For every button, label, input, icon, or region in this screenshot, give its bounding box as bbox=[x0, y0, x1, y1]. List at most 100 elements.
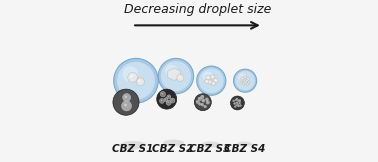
Circle shape bbox=[171, 99, 173, 101]
Circle shape bbox=[236, 102, 238, 104]
Circle shape bbox=[206, 80, 207, 81]
Circle shape bbox=[196, 100, 199, 104]
Circle shape bbox=[136, 78, 144, 86]
Circle shape bbox=[158, 58, 194, 94]
Circle shape bbox=[124, 103, 127, 106]
Circle shape bbox=[212, 76, 213, 77]
Circle shape bbox=[177, 74, 184, 81]
Circle shape bbox=[199, 98, 200, 99]
Circle shape bbox=[201, 104, 203, 105]
Circle shape bbox=[248, 81, 250, 84]
Circle shape bbox=[236, 105, 237, 106]
Text: CBZ S4: CBZ S4 bbox=[224, 145, 265, 154]
Circle shape bbox=[208, 80, 212, 84]
Circle shape bbox=[235, 99, 237, 101]
Circle shape bbox=[114, 58, 158, 103]
Circle shape bbox=[170, 98, 175, 103]
Circle shape bbox=[240, 105, 241, 106]
Ellipse shape bbox=[237, 142, 253, 146]
Circle shape bbox=[244, 76, 246, 79]
Circle shape bbox=[239, 100, 241, 101]
Circle shape bbox=[247, 83, 248, 84]
Circle shape bbox=[201, 103, 204, 106]
Circle shape bbox=[117, 62, 155, 100]
Circle shape bbox=[113, 89, 139, 115]
Circle shape bbox=[199, 68, 224, 93]
Circle shape bbox=[231, 96, 244, 110]
Circle shape bbox=[204, 105, 206, 108]
Circle shape bbox=[246, 83, 249, 85]
Circle shape bbox=[213, 78, 218, 83]
Circle shape bbox=[244, 81, 246, 84]
Circle shape bbox=[237, 105, 239, 107]
Circle shape bbox=[241, 77, 244, 80]
Circle shape bbox=[242, 82, 245, 85]
Circle shape bbox=[212, 82, 214, 84]
Circle shape bbox=[201, 95, 204, 99]
Circle shape bbox=[207, 102, 208, 103]
Circle shape bbox=[168, 96, 169, 97]
Text: Decreasing droplet size: Decreasing droplet size bbox=[124, 3, 271, 16]
Circle shape bbox=[202, 99, 205, 102]
Circle shape bbox=[122, 93, 131, 102]
Circle shape bbox=[194, 94, 211, 111]
Circle shape bbox=[235, 99, 236, 100]
Circle shape bbox=[157, 89, 177, 109]
Circle shape bbox=[236, 98, 238, 99]
Circle shape bbox=[243, 79, 245, 81]
Text: CBZ S1: CBZ S1 bbox=[112, 145, 153, 154]
Circle shape bbox=[165, 98, 166, 100]
Text: CBZ S2: CBZ S2 bbox=[152, 145, 194, 154]
Ellipse shape bbox=[163, 139, 184, 146]
Circle shape bbox=[211, 81, 215, 86]
Circle shape bbox=[234, 103, 236, 104]
Circle shape bbox=[237, 104, 239, 105]
Circle shape bbox=[178, 76, 181, 78]
Circle shape bbox=[130, 75, 133, 78]
Circle shape bbox=[198, 103, 201, 105]
Circle shape bbox=[128, 72, 138, 82]
Circle shape bbox=[240, 81, 243, 83]
Circle shape bbox=[197, 101, 198, 102]
Circle shape bbox=[238, 100, 239, 101]
Circle shape bbox=[235, 71, 255, 91]
Ellipse shape bbox=[120, 141, 146, 150]
Circle shape bbox=[204, 106, 205, 107]
Circle shape bbox=[206, 75, 211, 80]
Circle shape bbox=[246, 79, 248, 82]
Circle shape bbox=[161, 61, 191, 91]
Polygon shape bbox=[168, 68, 181, 81]
Circle shape bbox=[122, 66, 138, 82]
Circle shape bbox=[198, 97, 201, 101]
Circle shape bbox=[234, 69, 257, 92]
Circle shape bbox=[199, 103, 200, 104]
Circle shape bbox=[246, 80, 247, 81]
Circle shape bbox=[214, 79, 216, 81]
Circle shape bbox=[233, 100, 234, 101]
Circle shape bbox=[246, 78, 249, 80]
Circle shape bbox=[238, 73, 246, 81]
Circle shape bbox=[166, 100, 171, 105]
Circle shape bbox=[167, 95, 171, 99]
Circle shape bbox=[247, 78, 248, 79]
Circle shape bbox=[206, 101, 209, 104]
Circle shape bbox=[205, 79, 209, 84]
Circle shape bbox=[160, 91, 166, 97]
Circle shape bbox=[207, 76, 209, 78]
Circle shape bbox=[161, 100, 162, 101]
Circle shape bbox=[240, 105, 242, 106]
Circle shape bbox=[167, 101, 169, 103]
Circle shape bbox=[233, 100, 234, 102]
Circle shape bbox=[203, 71, 213, 81]
Circle shape bbox=[234, 106, 236, 107]
Circle shape bbox=[209, 81, 210, 82]
Circle shape bbox=[239, 103, 240, 104]
Circle shape bbox=[125, 96, 127, 98]
Circle shape bbox=[121, 101, 132, 111]
Circle shape bbox=[138, 80, 141, 82]
Circle shape bbox=[211, 75, 215, 79]
Circle shape bbox=[241, 81, 242, 82]
Circle shape bbox=[238, 105, 239, 106]
Circle shape bbox=[238, 100, 240, 102]
Circle shape bbox=[160, 98, 164, 103]
